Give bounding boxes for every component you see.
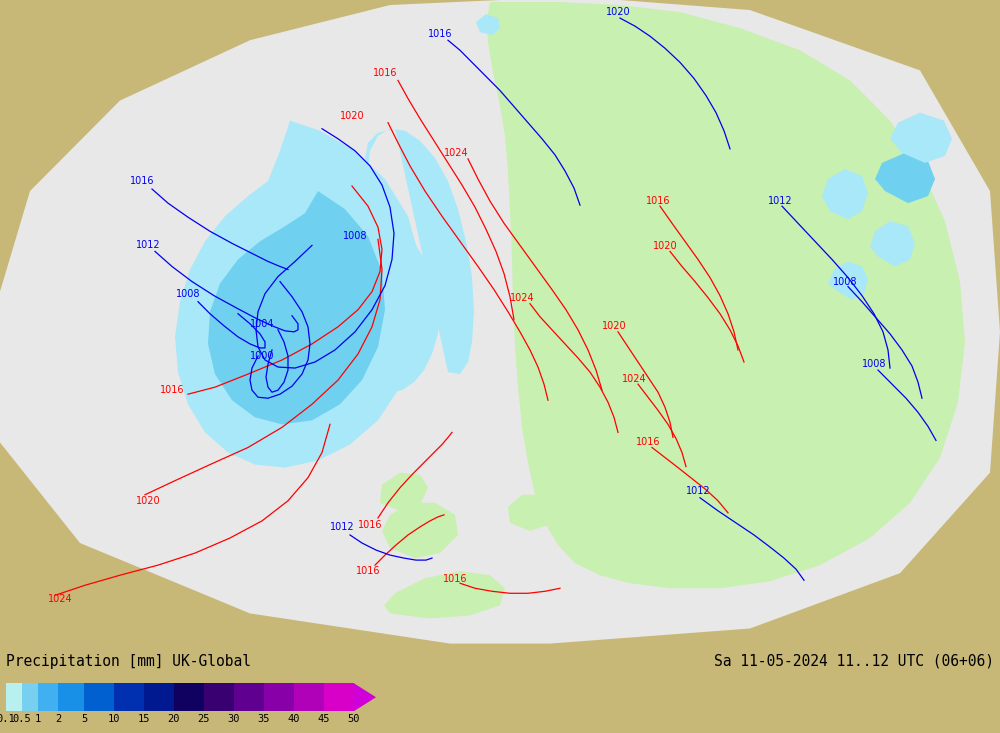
Text: 1000: 1000 [250, 351, 274, 361]
Text: 1012: 1012 [768, 196, 792, 206]
Text: 1024: 1024 [510, 292, 534, 303]
Bar [114, 683, 144, 711]
Polygon shape [208, 191, 385, 424]
Text: 1012: 1012 [686, 486, 710, 496]
Polygon shape [508, 495, 552, 531]
Polygon shape [354, 683, 376, 711]
Text: 1004: 1004 [250, 319, 274, 329]
Text: 1016: 1016 [443, 574, 467, 584]
Text: 1012: 1012 [330, 522, 354, 532]
Polygon shape [870, 221, 915, 267]
Polygon shape [365, 129, 474, 392]
Text: 50: 50 [348, 714, 360, 724]
Bar [58, 683, 84, 711]
Text: 1024: 1024 [622, 374, 646, 384]
Bar [6, 683, 22, 711]
Polygon shape [0, 0, 1000, 644]
Text: 1: 1 [35, 714, 41, 724]
Text: 1020: 1020 [602, 321, 626, 331]
Text: Sa 11-05-2024 11..12 UTC (06+06): Sa 11-05-2024 11..12 UTC (06+06) [714, 654, 994, 669]
Text: 20: 20 [168, 714, 180, 724]
Text: 0.5: 0.5 [13, 714, 31, 724]
Bar [144, 683, 174, 711]
Text: 1016: 1016 [356, 566, 380, 576]
Text: 1016: 1016 [428, 29, 452, 39]
Text: 5: 5 [81, 714, 87, 724]
Text: Precipitation [mm] UK-Global: Precipitation [mm] UK-Global [6, 654, 251, 669]
Polygon shape [476, 14, 500, 35]
Text: 1016: 1016 [160, 385, 184, 395]
Text: 1016: 1016 [646, 196, 670, 206]
Polygon shape [384, 571, 505, 619]
Polygon shape [382, 503, 458, 558]
Polygon shape [380, 473, 428, 511]
Polygon shape [175, 121, 422, 468]
Text: 0.1: 0.1 [0, 714, 15, 724]
Text: 35: 35 [258, 714, 270, 724]
Bar [264, 683, 294, 711]
Text: 1008: 1008 [343, 232, 367, 241]
Text: 30: 30 [228, 714, 240, 724]
Polygon shape [890, 113, 952, 163]
Bar [204, 683, 234, 711]
Text: 1016: 1016 [373, 68, 397, 78]
Text: 15: 15 [138, 714, 150, 724]
Text: 1012: 1012 [136, 240, 160, 251]
Bar [294, 683, 324, 711]
Polygon shape [595, 377, 638, 414]
Text: 1020: 1020 [653, 241, 677, 251]
Text: 1016: 1016 [130, 176, 154, 186]
Text: 1024: 1024 [48, 594, 72, 604]
Polygon shape [487, 2, 965, 589]
Text: 1016: 1016 [358, 520, 382, 530]
Polygon shape [566, 414, 618, 454]
Text: 1008: 1008 [176, 289, 200, 298]
Text: 1020: 1020 [340, 111, 364, 121]
Bar [84, 683, 114, 711]
Text: 1024: 1024 [444, 148, 468, 158]
Polygon shape [875, 153, 935, 203]
Text: 10: 10 [108, 714, 120, 724]
Bar [22, 683, 38, 711]
Polygon shape [822, 169, 868, 219]
Text: 1016: 1016 [636, 438, 660, 447]
Polygon shape [640, 447, 685, 485]
Text: 1020: 1020 [136, 496, 160, 506]
Text: 1008: 1008 [862, 359, 886, 369]
Bar [38, 683, 58, 711]
Text: 2: 2 [55, 714, 61, 724]
Polygon shape [828, 262, 868, 300]
Text: 25: 25 [198, 714, 210, 724]
Bar [174, 683, 204, 711]
Text: 45: 45 [318, 714, 330, 724]
Text: 1020: 1020 [606, 7, 630, 17]
Bar [234, 683, 264, 711]
Text: 1008: 1008 [833, 276, 857, 287]
Bar [324, 683, 354, 711]
Text: 40: 40 [288, 714, 300, 724]
